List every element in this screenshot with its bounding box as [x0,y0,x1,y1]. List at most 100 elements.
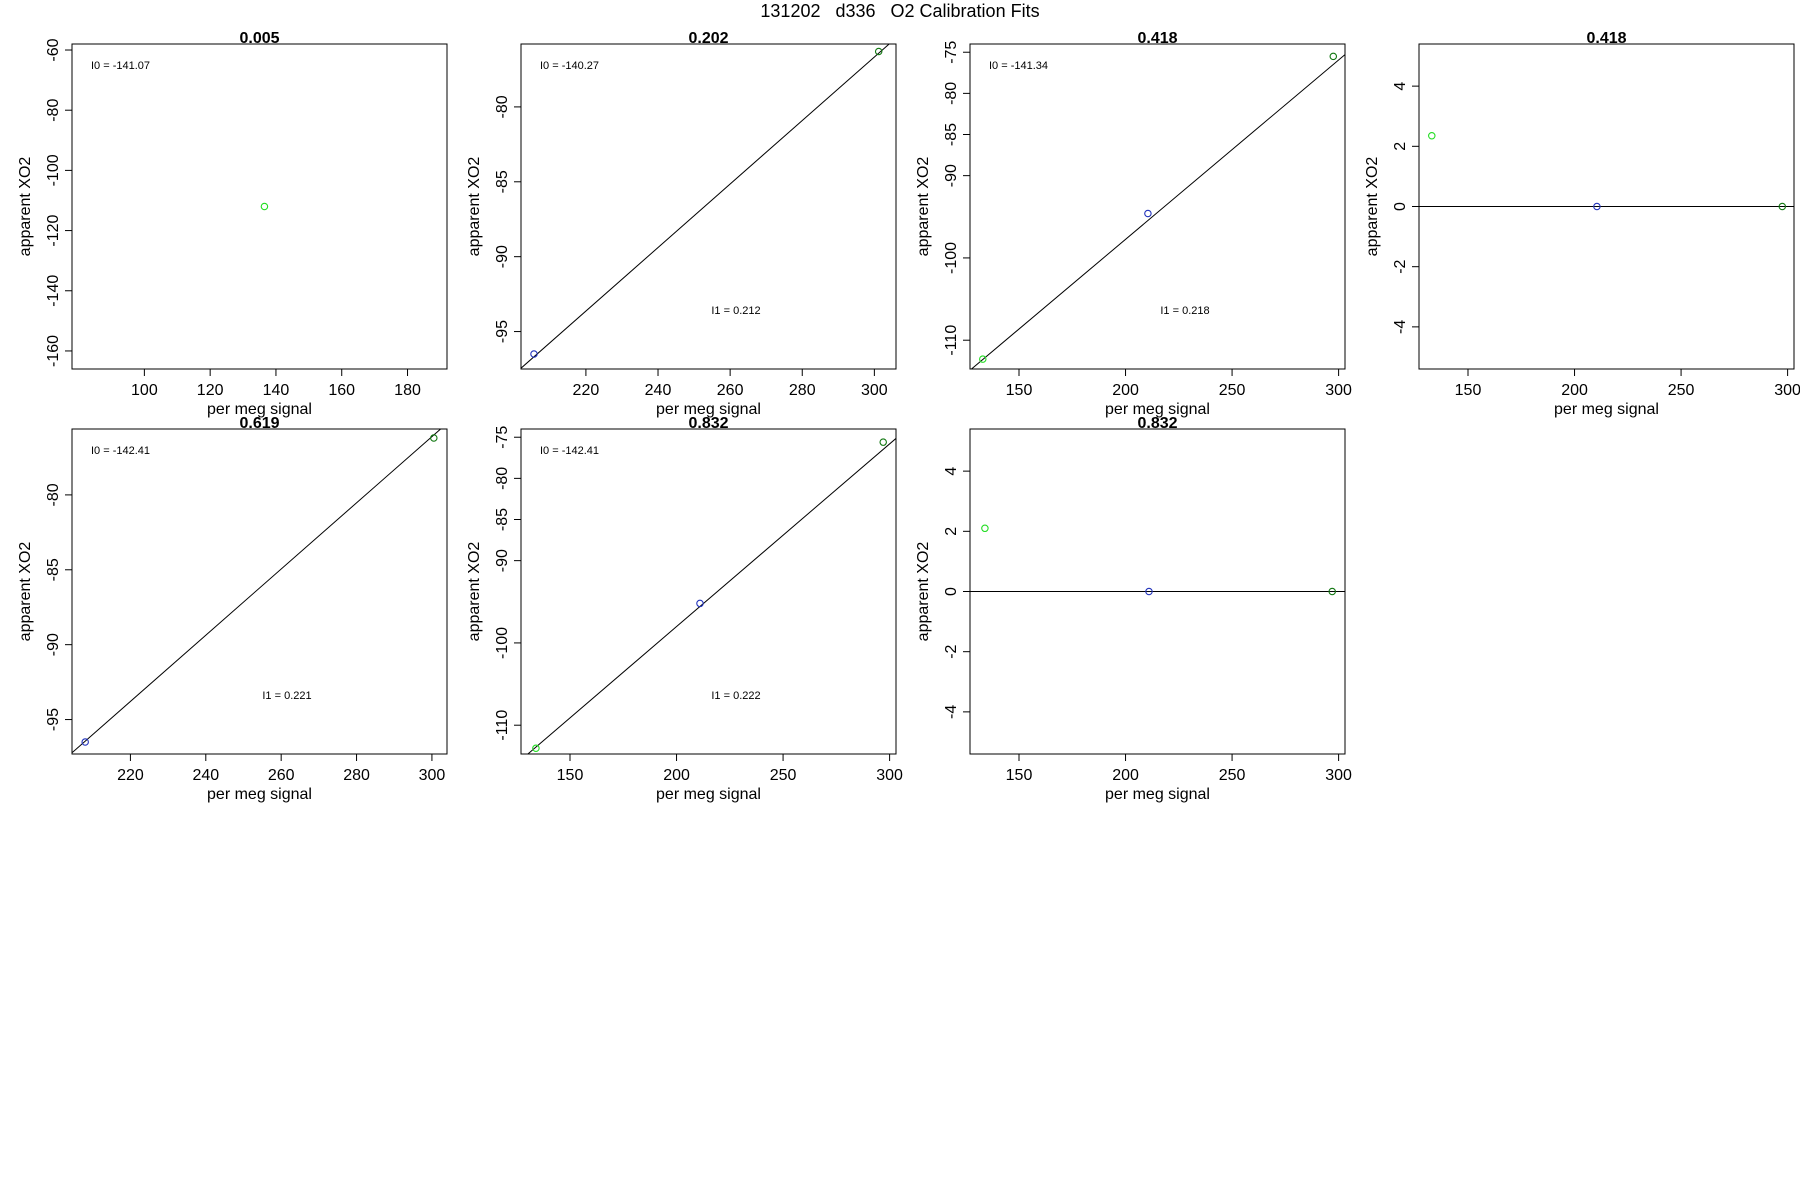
y-tick-label: -2 [943,644,960,658]
x-axis-label: per meg signal [1105,786,1210,803]
y-tick-label: -4 [943,705,960,719]
page-title: 131202 d336 O2 Calibration Fits [760,1,1040,21]
x-tick-label: 280 [343,767,370,784]
y-tick-label: -100 [45,154,62,186]
data-point [530,350,538,358]
data-point [979,355,987,363]
y-axis-label: apparent XO2 [915,542,932,642]
y-tick-label: -110 [494,710,511,741]
panel-title: 0.005 [239,30,279,47]
panel-title: 0.418 [1586,30,1626,47]
x-tick-label: 200 [1112,767,1139,784]
intercept-annotation: I0 = -140.27 [540,60,599,72]
y-axis-label: apparent XO2 [1364,157,1381,257]
x-tick-label: 260 [268,767,295,784]
data-point [1145,587,1153,596]
y-tick-label: -80 [45,99,62,122]
y-tick-label: -2 [1392,259,1409,273]
y-tick-label: -75 [943,41,960,64]
x-tick-label: 250 [1219,767,1246,784]
slope-annotation: I1 = 0.218 [1160,305,1209,317]
panel-title: 0.202 [688,30,728,47]
x-tick-label: 200 [663,767,690,784]
x-tick-label: 250 [1219,382,1246,399]
y-tick-label: -85 [45,558,62,581]
panel-7: 0.832 150 200 250 300 per meg signal -4 -2 0 2 4 ap… [915,415,1352,803]
y-tick-label: -120 [45,214,62,246]
panel-4: 0.418 150 200 250 300 per meg signal -4 -2 0 2 4 ap… [1364,30,1800,418]
y-tick-label: -80 [45,483,62,506]
data-point [1593,202,1601,211]
data-point [1428,132,1436,140]
x-tick-label: 300 [1774,382,1800,399]
data-point [260,202,269,211]
x-tick-label: 240 [645,382,672,399]
y-tick-label: -100 [943,242,960,274]
y-tick-label: 4 [1392,82,1409,91]
panel-6: 0.832 150 200 250 300 per meg signal -110 -100 -… [466,415,903,803]
x-tick-label: 120 [197,382,224,399]
x-tick-label: 240 [192,767,219,784]
panel-title: 0.832 [688,415,728,432]
x-tick-label: 280 [789,382,816,399]
x-axis-label: per meg signal [656,786,761,803]
x-tick-label: 200 [1561,382,1588,399]
panel-5: 0.619 220 240 260 280 300 per meg signal -95 -90… [17,415,448,803]
data-point [874,47,883,56]
x-tick-label: 200 [1112,382,1139,399]
x-tick-label: 260 [717,382,744,399]
fit-line [72,429,442,754]
slope-annotation: I1 = 0.222 [711,690,760,702]
y-tick-label: -80 [494,467,511,490]
y-tick-label: -85 [494,170,511,193]
y-tick-label: -110 [943,325,960,356]
x-tick-label: 300 [419,767,446,784]
data-point [81,738,89,746]
data-point [879,438,887,446]
y-tick-label: -140 [45,275,62,307]
y-tick-label: -90 [45,633,62,656]
y-tick-label: -85 [943,123,960,146]
intercept-annotation: I0 = -141.07 [91,60,150,72]
data-point [430,434,438,442]
fit-line [521,44,890,369]
x-tick-label: 300 [876,767,903,784]
data-point [981,524,989,533]
slope-annotation: I1 = 0.212 [711,305,760,317]
x-tick-label: 100 [131,382,158,399]
y-tick-label: -4 [1392,320,1409,334]
x-tick-label: 150 [1006,767,1033,784]
x-tick-label: 160 [328,382,355,399]
x-tick-label: 300 [1325,767,1352,784]
y-tick-label: -75 [494,426,511,449]
x-axis-label: per meg signal [207,401,312,418]
y-tick-label: 0 [1392,202,1409,211]
slope-annotation: I1 = 0.221 [262,690,311,702]
y-tick-label: -160 [45,335,62,367]
intercept-annotation: I0 = -142.41 [91,445,150,457]
plot-frame [969,43,1346,370]
intercept-annotation: I0 = -142.41 [540,445,599,457]
y-tick-label: -60 [45,38,62,61]
x-tick-label: 300 [1325,382,1352,399]
x-tick-label: 180 [394,382,421,399]
y-tick-label: -80 [943,82,960,105]
panel-title: 0.418 [1137,30,1177,47]
data-point [532,744,540,752]
y-tick-label: -90 [494,245,511,268]
y-tick-label: 2 [943,527,960,536]
data-point [1778,202,1787,211]
x-tick-label: 140 [263,382,290,399]
panel-2: 0.202 220 240 260 280 300 per meg signal -95 -90… [466,30,897,418]
y-tick-label: -90 [494,549,511,572]
panel-title: 0.832 [1137,415,1177,432]
plot-frame [71,43,448,370]
x-tick-label: 150 [1455,382,1482,399]
x-tick-label: 150 [1006,382,1033,399]
panel-title: 0.619 [239,415,279,432]
y-tick-label: -100 [494,627,511,659]
y-axis-label: apparent XO2 [17,542,34,642]
x-tick-label: 300 [861,382,888,399]
y-tick-label: 2 [1392,142,1409,151]
